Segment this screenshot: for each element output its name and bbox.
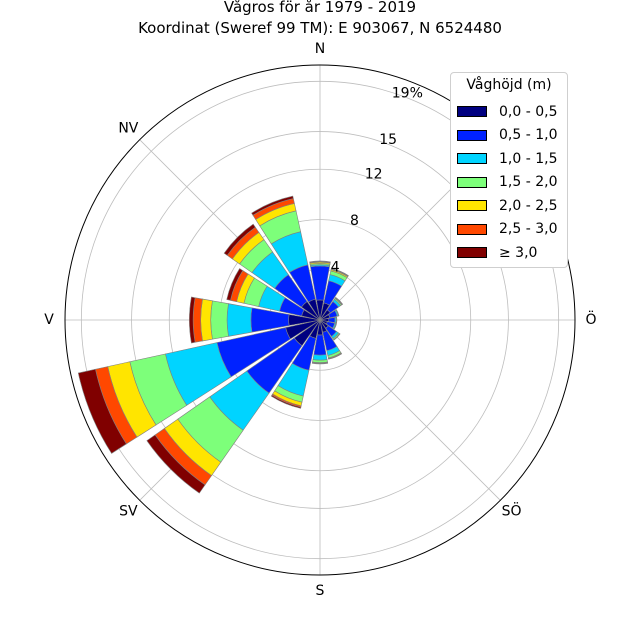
bar-segment bbox=[309, 260, 331, 263]
legend-label: 2,5 - 3,0 bbox=[499, 221, 558, 238]
polar-frame bbox=[64, 64, 576, 576]
legend-label: 0,0 - 0,5 bbox=[499, 103, 558, 120]
bar-segment bbox=[333, 333, 341, 341]
radial-tick-label: 19% bbox=[392, 85, 423, 101]
legend-item: 2,0 - 2,5 bbox=[457, 194, 561, 218]
bar-segment bbox=[226, 303, 253, 337]
legend-swatch bbox=[457, 129, 487, 141]
radial-tick-label: 4 bbox=[331, 260, 340, 276]
bar-segment bbox=[146, 434, 206, 494]
legend-title: Våghöjd (m) bbox=[466, 77, 552, 93]
bar-segment bbox=[330, 268, 349, 277]
legend-item: 1,5 - 2,0 bbox=[457, 171, 561, 195]
legend-swatch bbox=[457, 247, 487, 259]
direction-label: V bbox=[44, 312, 54, 328]
sector-bars bbox=[77, 195, 349, 494]
legend-label: 2,0 - 2,5 bbox=[499, 197, 558, 214]
bar-segment bbox=[200, 298, 213, 342]
grid-spoke bbox=[319, 319, 501, 501]
legend-label: 0,5 - 1,0 bbox=[499, 127, 558, 144]
bar-segment bbox=[335, 296, 344, 305]
legend-swatch bbox=[457, 223, 487, 235]
bar-segment bbox=[270, 394, 302, 409]
legend-swatch bbox=[457, 153, 487, 165]
legend-label: 1,5 - 2,0 bbox=[499, 174, 558, 191]
bar-segment bbox=[226, 268, 244, 301]
bar-segment bbox=[335, 316, 338, 324]
legend-item: ≥ 3,0 bbox=[457, 241, 561, 265]
bar-segment bbox=[335, 309, 340, 317]
legend-item: 0,0 - 0,5 bbox=[457, 100, 561, 124]
legend-swatch bbox=[457, 176, 487, 188]
bar-segment bbox=[210, 300, 229, 340]
bar-segment bbox=[223, 223, 256, 256]
legend-label: ≥ 3,0 bbox=[499, 244, 538, 261]
direction-label: SÖ bbox=[502, 502, 522, 520]
radial-tick-label: 8 bbox=[350, 213, 359, 229]
legend-swatch bbox=[457, 200, 487, 212]
direction-label: N bbox=[315, 41, 325, 57]
chart-subtitle: Koordinat (Sweref 99 TM): E 903067, N 65… bbox=[138, 19, 502, 37]
legend-swatch bbox=[457, 106, 487, 118]
legend: Våghöjd (m) 0,0 - 0,5 0,5 - 1,0 1,0 - 1,5 1… bbox=[450, 72, 568, 268]
direction-label: S bbox=[316, 583, 325, 599]
legend-item: 1,0 - 1,5 bbox=[457, 147, 561, 171]
chart-title: Vågros för år 1979 - 2019 bbox=[223, 0, 417, 16]
outer-circle bbox=[64, 64, 576, 576]
bar-segment bbox=[312, 354, 328, 361]
direction-label: NV bbox=[118, 120, 138, 136]
legend-rows: 0,0 - 0,5 0,5 - 1,0 1,0 - 1,5 1,5 - 2,0 2,0 … bbox=[457, 100, 561, 265]
direction-label: Ö bbox=[585, 310, 596, 328]
radial-tick-label: 15 bbox=[379, 132, 397, 148]
bar-segment bbox=[251, 195, 294, 216]
legend-item: 2,5 - 3,0 bbox=[457, 218, 561, 242]
legend-item: 0,5 - 1,0 bbox=[457, 124, 561, 148]
legend-label: 1,0 - 1,5 bbox=[499, 150, 558, 167]
bar-segment bbox=[328, 352, 343, 360]
bar-segment bbox=[333, 323, 337, 330]
direction-label: SV bbox=[119, 504, 138, 520]
radial-tick-label: 12 bbox=[365, 167, 383, 183]
bar-segment bbox=[189, 296, 196, 344]
bar-segment bbox=[311, 362, 329, 365]
bar-segment bbox=[77, 368, 127, 454]
